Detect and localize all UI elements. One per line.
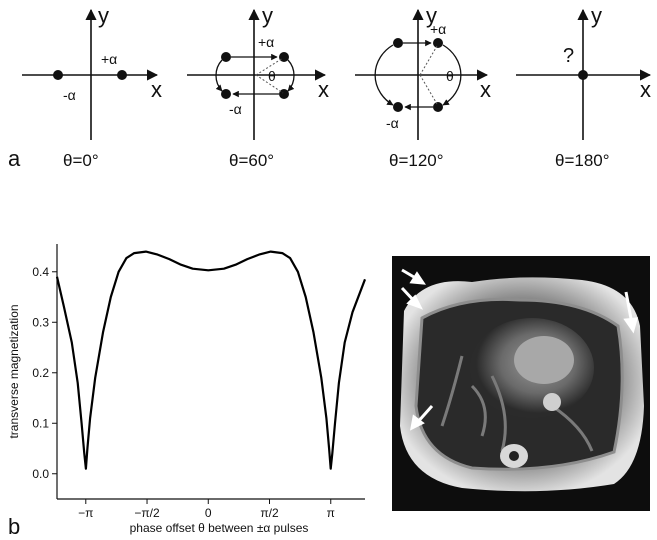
theta-ray-upper xyxy=(255,57,284,76)
minus-alpha-label: -α xyxy=(386,115,399,131)
theta-caption: θ=120° xyxy=(389,151,444,170)
diagram-theta-120: y x θ +α -α θ=120° xyxy=(355,3,491,170)
point-lower-right xyxy=(433,102,443,112)
right-rotation-arc xyxy=(442,44,462,106)
minus-alpha-point xyxy=(53,70,63,80)
x-tick-label: π xyxy=(327,506,335,520)
y-axis-title: transverse magnetization xyxy=(7,304,21,438)
question-mark: ? xyxy=(563,45,574,67)
cardiac-mri-image xyxy=(392,256,650,511)
magnetization-chart: b 0.0 0.1 0.2 0.3 0.4 −π −π/2 0 π/2 π phase offset… xyxy=(7,244,367,539)
theta-caption: θ=180° xyxy=(555,151,610,170)
arrow-4-head xyxy=(409,414,425,431)
panel-a-letter: a xyxy=(8,146,21,171)
mri-illustration xyxy=(400,268,644,492)
diagram-theta-0: y x +α -α θ=0° xyxy=(22,3,162,170)
theta-ray-upper xyxy=(419,45,438,76)
y-axis-label: y xyxy=(426,3,437,28)
artifact-arrows xyxy=(400,268,639,431)
arrow-3-head xyxy=(623,317,639,334)
diagram-theta-180: y x ? θ=180° xyxy=(516,3,652,170)
left-rotation-arc xyxy=(374,44,394,106)
y-axis-label: y xyxy=(98,3,109,28)
y-tick-label: 0.2 xyxy=(32,366,49,380)
plus-alpha-label: +α xyxy=(258,34,274,50)
aorta xyxy=(543,393,561,411)
y-axis-label: y xyxy=(262,3,273,28)
y-tick-label: 0.4 xyxy=(32,265,49,279)
y-tick-label: 0.0 xyxy=(32,467,49,481)
panel-b-letter: b xyxy=(8,514,20,539)
plus-alpha-label: +α xyxy=(101,51,117,67)
point-upper-left xyxy=(221,52,231,62)
x-axis-label: x xyxy=(480,77,491,102)
point-upper-right xyxy=(279,52,289,62)
vessel-tree xyxy=(440,355,594,452)
center-point xyxy=(578,70,588,80)
x-axis-label: x xyxy=(318,77,329,102)
theta-ray-lower xyxy=(255,74,284,94)
minus-alpha-label: -α xyxy=(229,101,242,117)
plus-alpha-point xyxy=(117,70,127,80)
x-tick-label: π/2 xyxy=(260,506,279,520)
right-rotation-arc xyxy=(287,59,295,92)
diagram-theta-60: y x θ +α -α θ=60° xyxy=(187,3,329,170)
point-lower-left xyxy=(221,89,231,99)
plus-alpha-label: +α xyxy=(430,21,446,37)
theta-symbol: θ xyxy=(268,68,276,84)
theta-caption: θ=60° xyxy=(229,151,274,170)
point-upper-left xyxy=(393,38,403,48)
point-lower-right xyxy=(279,89,289,99)
y-tick-label: 0.1 xyxy=(32,416,49,430)
x-axis-label: x xyxy=(640,77,651,102)
left-rotation-arc xyxy=(215,59,223,92)
arrow-2-head xyxy=(406,294,424,310)
x-tick-label: −π xyxy=(78,506,93,520)
point-lower-left xyxy=(393,102,403,112)
x-axis-title: phase offset θ between ±α pulses xyxy=(130,521,309,535)
theta-ray-lower xyxy=(419,74,438,105)
x-tick-label: −π/2 xyxy=(134,506,160,520)
y-axis-label: y xyxy=(591,3,602,28)
heart-chamber xyxy=(514,336,574,384)
theta-symbol: θ xyxy=(446,68,454,84)
phase-diagrams-panel: a y x +α -α θ=0° y x θ +α -α θ=60° xyxy=(8,3,652,171)
x-axis-label: x xyxy=(151,77,162,102)
point-upper-right xyxy=(433,38,443,48)
spinal-canal xyxy=(509,451,519,461)
arrow-1-head xyxy=(409,271,426,285)
theta-caption: θ=0° xyxy=(63,151,99,170)
y-tick-label: 0.3 xyxy=(32,315,49,329)
magnetization-curve xyxy=(55,250,367,470)
minus-alpha-label: -α xyxy=(63,87,76,103)
x-tick-label: 0 xyxy=(205,506,212,520)
